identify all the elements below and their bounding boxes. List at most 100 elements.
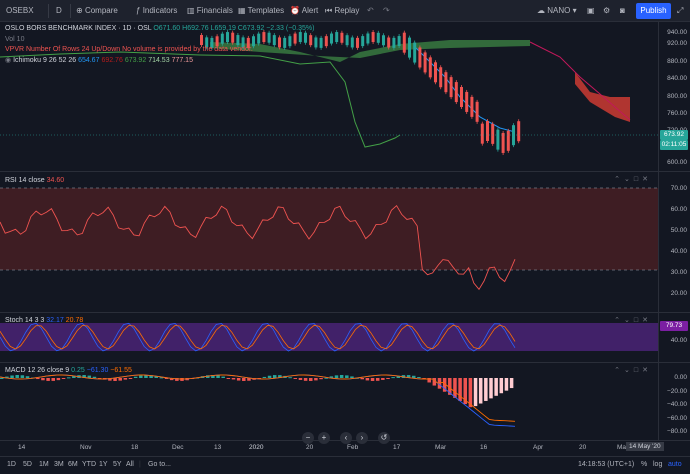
auto-scale-toggle[interactable]: auto bbox=[668, 461, 682, 468]
candle-body bbox=[517, 121, 521, 142]
range-all-button[interactable]: All bbox=[126, 461, 134, 468]
macd-chart[interactable] bbox=[0, 363, 658, 441]
compare-button[interactable]: ⊕ Compare bbox=[76, 0, 118, 22]
time-label: Dec bbox=[172, 444, 184, 451]
templates-label: Templates bbox=[247, 6, 285, 15]
zoom-out-button[interactable]: − bbox=[302, 432, 314, 444]
stoch-chart[interactable] bbox=[0, 313, 658, 363]
scroll-right-button[interactable]: › bbox=[356, 432, 368, 444]
range-5d-button[interactable]: 5D bbox=[23, 461, 32, 468]
symbol-search[interactable]: OSEBX bbox=[6, 6, 34, 15]
ichimoku-cloud-bearish bbox=[575, 72, 630, 122]
macd-histogram-bar bbox=[412, 375, 416, 378]
pane-controls[interactable]: ⌃⌄□✕ bbox=[614, 367, 652, 374]
stoch-k-line bbox=[0, 322, 516, 352]
indicators-button[interactable]: ƒ Indicators bbox=[136, 0, 177, 22]
macd-signal-line bbox=[0, 374, 516, 422]
goto-date-button[interactable]: Go to... bbox=[148, 461, 171, 468]
timezone-clock[interactable]: 14:18:53 (UTC+1) bbox=[578, 461, 635, 468]
macd-histogram-bar bbox=[226, 378, 231, 379]
macd-hist-value: 0.25 bbox=[71, 367, 85, 374]
undo-icon[interactable]: ↶ bbox=[367, 6, 374, 15]
macd-histogram-bar bbox=[458, 378, 462, 402]
rsi-tick: 50.00 bbox=[670, 227, 687, 234]
macd-histogram-bar bbox=[15, 375, 19, 378]
rsi-tick: 60.00 bbox=[670, 206, 687, 213]
candle-body bbox=[330, 33, 333, 44]
macd-histogram-bar bbox=[180, 378, 184, 381]
macd-pane[interactable]: MACD 12 26 close 9 0.25 −61.30 −61.55 ⌃⌄… bbox=[0, 363, 658, 441]
scroll-left-button[interactable]: ‹ bbox=[340, 432, 352, 444]
macd-histogram-bar bbox=[211, 375, 215, 378]
zoom-in-button[interactable]: + bbox=[318, 432, 330, 444]
range-3m-button[interactable]: 3M bbox=[54, 461, 64, 468]
camera-icon[interactable]: ◙ bbox=[620, 6, 625, 15]
macd-histogram-bar bbox=[66, 377, 71, 379]
templates-button[interactable]: ▦ Templates bbox=[238, 0, 284, 22]
candle-body bbox=[298, 32, 302, 43]
macd-histogram-bar bbox=[406, 375, 411, 378]
fullscreen-icon[interactable]: ⤢ bbox=[677, 6, 684, 15]
rsi-value: 34.60 bbox=[46, 177, 65, 184]
layout-grid-icon[interactable]: ▣ bbox=[587, 6, 595, 15]
macd-histogram-bar bbox=[272, 375, 277, 378]
price-chart[interactable] bbox=[0, 22, 658, 172]
range-1m-button[interactable]: 1M bbox=[39, 461, 49, 468]
replay-button[interactable]: ⏮ Replay bbox=[325, 0, 359, 22]
rsi-label: RSI 14 close bbox=[5, 177, 45, 184]
candle-body bbox=[402, 32, 406, 53]
toolbar-divider bbox=[70, 4, 71, 18]
log-scale-toggle[interactable]: log bbox=[653, 461, 663, 468]
pane-controls[interactable]: ⌃⌄□✕ bbox=[614, 176, 652, 183]
ichimoku-lagging: 673.92 bbox=[124, 57, 147, 64]
main-price-pane[interactable]: OSLO BORS BENCHMARK INDEX · 1D · OSL O67… bbox=[0, 22, 658, 172]
rsi-pane[interactable]: RSI 14 close 34.60 ⌃⌄□✕ bbox=[0, 172, 658, 313]
macd-histogram-bar bbox=[324, 377, 328, 379]
eye-icon[interactable]: ◉ bbox=[5, 57, 12, 64]
gear-icon[interactable]: ⚙ bbox=[603, 6, 611, 15]
financials-button[interactable]: ▥ Financials bbox=[187, 0, 233, 22]
macd-histogram-bar bbox=[46, 378, 50, 381]
macd-histogram-bar bbox=[61, 378, 66, 379]
rsi-tick: 20.00 bbox=[670, 290, 687, 297]
alert-button[interactable]: ⏰ Alert bbox=[290, 0, 318, 22]
price-tick: 760.00 bbox=[667, 110, 687, 117]
time-axis[interactable]: 14 Nov 18 Dec 13 2020 20 Feb 17 Mar 16 A… bbox=[0, 441, 690, 457]
layout-name-button[interactable]: ☁ NANO ▾ bbox=[537, 0, 577, 22]
stoch-pane[interactable]: Stoch 14 3 3 32.17 20.78 ⌃⌄□✕ bbox=[0, 313, 658, 363]
range-5y-button[interactable]: 5Y bbox=[113, 461, 122, 468]
macd-histogram-bar bbox=[92, 376, 97, 378]
candle-body bbox=[491, 123, 495, 144]
range-ytd-button[interactable]: YTD bbox=[82, 461, 96, 468]
macd-histogram-bar bbox=[247, 378, 251, 381]
macd-histogram-bar bbox=[159, 377, 164, 379]
macd-histogram-bar bbox=[0, 378, 4, 379]
rsi-axis[interactable]: 70.00 60.00 50.00 40.00 30.00 20.00 bbox=[658, 172, 690, 313]
range-6m-button[interactable]: 6M bbox=[68, 461, 78, 468]
countdown-tag: 02:11:05 bbox=[660, 140, 688, 150]
time-label: Feb bbox=[347, 444, 359, 451]
percent-scale-toggle[interactable]: % bbox=[641, 461, 648, 468]
reset-chart-icon[interactable]: ↺ bbox=[378, 432, 390, 444]
templates-icon: ▦ bbox=[238, 6, 246, 15]
publish-button[interactable]: Publish bbox=[636, 3, 671, 19]
redo-icon[interactable]: ↷ bbox=[383, 6, 390, 15]
candle-body bbox=[226, 32, 229, 43]
macd-histogram-bar bbox=[473, 378, 478, 407]
time-label: Nov bbox=[80, 444, 92, 451]
range-1d-button[interactable]: 1D bbox=[7, 461, 16, 468]
candle-body bbox=[345, 35, 349, 46]
price-tick: 920.00 bbox=[667, 40, 687, 47]
macd-signal-value: −61.55 bbox=[110, 367, 132, 374]
pane-controls[interactable]: ⌃⌄□✕ bbox=[614, 317, 652, 324]
ichimoku-label: Ichimoku 9 26 52 26 bbox=[13, 57, 77, 64]
macd-histogram-bar bbox=[442, 378, 447, 392]
macd-axis[interactable]: 0.00 −20.00 −40.00 −60.00 −80.00 bbox=[658, 363, 690, 441]
range-1y-button[interactable]: 1Y bbox=[99, 461, 108, 468]
interval-button[interactable]: D bbox=[56, 6, 62, 15]
ichimoku-span-a: 714.53 bbox=[148, 57, 170, 64]
macd-histogram-bar bbox=[236, 378, 241, 381]
rsi-chart[interactable] bbox=[0, 172, 658, 313]
stoch-axis[interactable]: 40.00 bbox=[658, 313, 690, 363]
macd-histogram-bar bbox=[350, 376, 354, 378]
